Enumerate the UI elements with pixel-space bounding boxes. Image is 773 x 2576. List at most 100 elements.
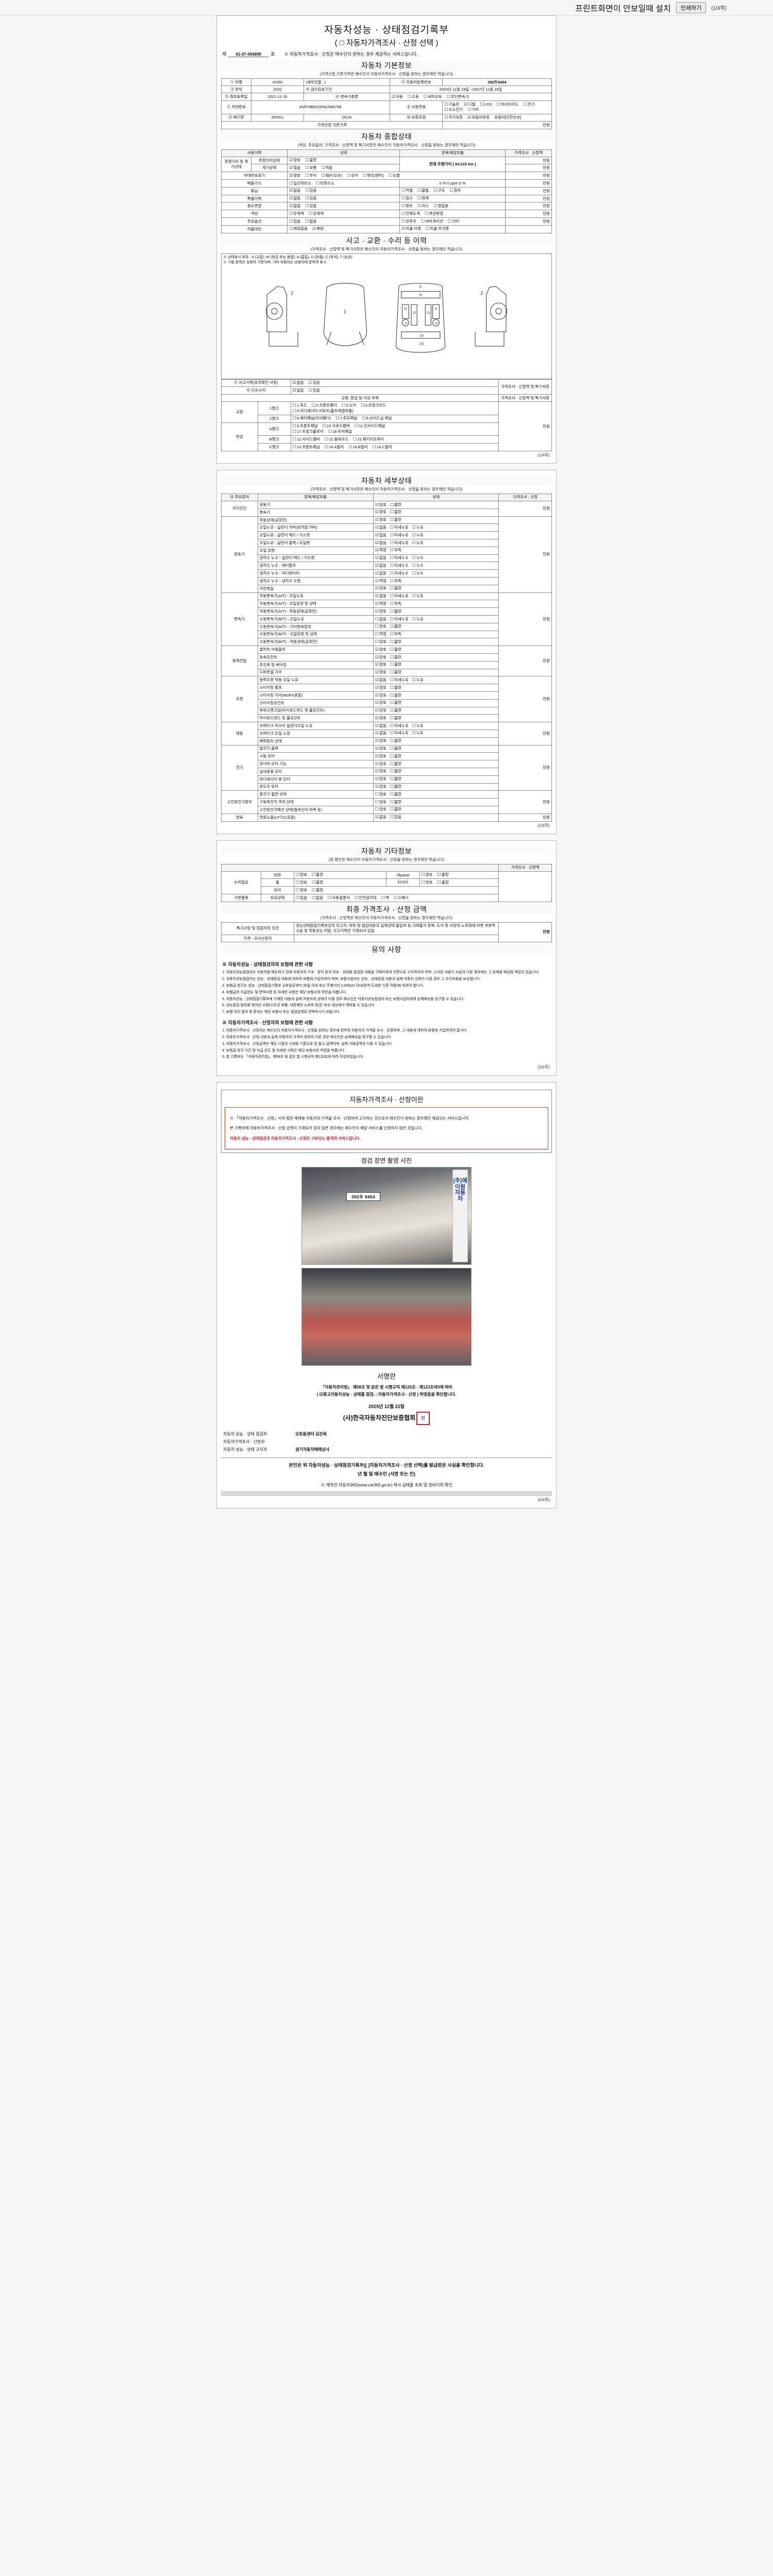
- vin-different[interactable]: ☐상이: [347, 173, 359, 178]
- state-opt[interactable]: ☐미세누유: [390, 594, 409, 599]
- accident-yes[interactable]: ☐있음: [308, 380, 320, 385]
- state-opt[interactable]: ☐불량: [390, 807, 401, 812]
- state-opt[interactable]: ☐불량: [390, 654, 401, 659]
- state-opt[interactable]: ☐누유: [412, 723, 424, 728]
- state-bad[interactable]: ☐불량: [305, 158, 317, 163]
- part-roof-panel[interactable]: ☐7.루프패널: [335, 416, 358, 421]
- option-yes[interactable]: ☐있음: [289, 218, 301, 224]
- state-opt[interactable]: ☑양호: [375, 670, 386, 675]
- state-opt[interactable]: ☐없음: [375, 616, 386, 621]
- state-opt[interactable]: ☐불량: [390, 700, 401, 705]
- basic-items-yes[interactable]: ☐있음: [296, 895, 307, 900]
- tuning-legal[interactable]: ☐적법: [401, 188, 413, 193]
- state-opt[interactable]: ☑양호: [375, 517, 386, 522]
- state-opt[interactable]: ☑없음: [375, 555, 386, 561]
- tire-good[interactable]: ☐양호: [421, 879, 433, 885]
- state-opt[interactable]: ☐미세누유: [390, 731, 409, 736]
- part-side-member[interactable]: ☐12.사이드멤버: [292, 436, 320, 442]
- state-opt[interactable]: ☑없음: [375, 723, 386, 728]
- state-opt[interactable]: ☐미세누유: [390, 677, 409, 682]
- state-opt[interactable]: ☐불량: [390, 624, 401, 629]
- state-opt[interactable]: ☑양호: [375, 608, 386, 614]
- state-opt[interactable]: ☐불량: [390, 799, 401, 804]
- state-opt[interactable]: ☐누수: [412, 555, 424, 561]
- part-door[interactable]: ☐3.도어: [341, 402, 357, 408]
- state-opt[interactable]: ☐있음: [390, 815, 401, 820]
- state-opt[interactable]: ☐누유: [412, 677, 424, 682]
- exterior-good[interactable]: ☐양호: [296, 872, 307, 877]
- state-opt[interactable]: ☐불량: [390, 746, 401, 751]
- state-opt[interactable]: ☐부족: [390, 548, 401, 553]
- state-opt[interactable]: ☑양호: [375, 753, 386, 758]
- state-opt[interactable]: ☐적정: [375, 632, 386, 637]
- state-opt[interactable]: ☐불량: [390, 776, 401, 782]
- usage-yes[interactable]: ☐있음: [305, 203, 317, 208]
- state-good[interactable]: ☑양호: [289, 158, 301, 163]
- state-opt[interactable]: ☑양호: [375, 769, 386, 774]
- vin-altered[interactable]: ☐변조(변타): [363, 173, 384, 178]
- tuning-yes[interactable]: ☐있음: [305, 188, 317, 193]
- state-opt[interactable]: ☑양호: [375, 510, 386, 515]
- vin-damaged[interactable]: ☐훼손(오손): [321, 173, 343, 178]
- part-trunk-lid[interactable]: ☐4.트렁크리드: [361, 402, 386, 408]
- tuning-structure[interactable]: ☐구조: [433, 188, 445, 193]
- state-opt[interactable]: ☐미세누유: [390, 540, 409, 545]
- item-spanner[interactable]: ☐스패너: [393, 895, 409, 900]
- opt-lpg[interactable]: ☐LPG: [480, 101, 492, 107]
- tire-bad[interactable]: ☐불량: [437, 879, 449, 885]
- state-opt[interactable]: ☐불량: [390, 769, 401, 774]
- state-opt[interactable]: ☐불량: [390, 715, 401, 720]
- item-triangle[interactable]: ☐안전삼각대: [354, 895, 377, 900]
- state-opt[interactable]: ☐양호: [375, 807, 386, 812]
- exterior-bad[interactable]: ☐불량: [312, 872, 324, 877]
- recall-applicable[interactable]: ☑해당: [312, 226, 324, 231]
- part-trunk-floor[interactable]: ☐17.트렁크플로어: [292, 429, 324, 434]
- item-jack[interactable]: ☐잭: [381, 895, 389, 900]
- state-opt[interactable]: ☐불량: [390, 647, 401, 652]
- accident-none[interactable]: ☑없음: [292, 380, 304, 385]
- emission-co[interactable]: ☐일산화탄소: [289, 180, 311, 185]
- state-opt[interactable]: ☐불량: [390, 708, 401, 713]
- tuning-none[interactable]: ☑없음: [289, 188, 301, 193]
- part-wheel-house[interactable]: ☐12.휠하우스: [324, 436, 348, 442]
- part-radiator-support[interactable]: ☐5.라디에이터 서포트(볼트체결부품): [292, 408, 354, 413]
- color-achromatic[interactable]: ☐무채색: [289, 211, 305, 216]
- part-front-fender[interactable]: ☐2.프론트휀더: [311, 402, 337, 408]
- vin-good[interactable]: ☑양호: [289, 173, 301, 178]
- state-opt[interactable]: ☑양호: [375, 586, 386, 591]
- state-opt[interactable]: ☑없음: [375, 524, 386, 530]
- state-opt[interactable]: ☑양호: [375, 685, 386, 690]
- part-cross-member[interactable]: ☐10.크로스멤버: [322, 423, 350, 429]
- state-opt[interactable]: ☑없음: [375, 594, 386, 599]
- state-opt[interactable]: ☑없음: [375, 731, 386, 736]
- option-etc[interactable]: ☐기타: [447, 218, 459, 224]
- state-opt[interactable]: ☐불량: [390, 639, 401, 644]
- state-opt[interactable]: ☑양호: [375, 647, 386, 652]
- simple-yes[interactable]: ☐있음: [308, 387, 320, 393]
- state-opt[interactable]: ☐불량: [390, 510, 401, 515]
- state-opt[interactable]: ☐누유: [412, 731, 424, 736]
- state-opt[interactable]: ☐누유: [412, 616, 424, 621]
- opt-manual[interactable]: ☐수동: [407, 94, 419, 99]
- state-opt[interactable]: ☐부족: [390, 632, 401, 637]
- option-no[interactable]: ☐없음: [305, 218, 317, 224]
- state-opt[interactable]: ☐양호: [375, 799, 386, 804]
- special-yes[interactable]: ☐있음: [305, 196, 317, 201]
- part-inside-panel[interactable]: ☐11.인사이드패널: [354, 423, 385, 429]
- part-dash-panel[interactable]: ☐13.프론트패널: [292, 444, 320, 449]
- state-opt[interactable]: ☐부족: [390, 601, 401, 606]
- state-opt[interactable]: ☐미세누수: [390, 563, 409, 568]
- state-many[interactable]: ☑많음: [289, 165, 301, 170]
- color-full-repaint[interactable]: ☐전체도색: [401, 211, 420, 216]
- usage-none[interactable]: ☑없음: [289, 203, 301, 208]
- state-opt[interactable]: ☑양호: [375, 738, 386, 743]
- vin-corroded[interactable]: ☐부식: [305, 173, 317, 178]
- state-opt[interactable]: ☐불량: [390, 502, 401, 507]
- part-rear-panel[interactable]: ☐18.리어패널: [328, 429, 352, 434]
- opt-hydrogen[interactable]: ☐수소전기: [444, 107, 463, 112]
- state-opt[interactable]: ☑양호: [375, 662, 386, 667]
- state-opt[interactable]: ☐미세누수: [390, 570, 409, 575]
- state-opt[interactable]: ☐불량: [390, 791, 401, 796]
- wheel-good[interactable]: ☐양호: [296, 879, 307, 885]
- state-opt[interactable]: ☐불량: [390, 692, 401, 698]
